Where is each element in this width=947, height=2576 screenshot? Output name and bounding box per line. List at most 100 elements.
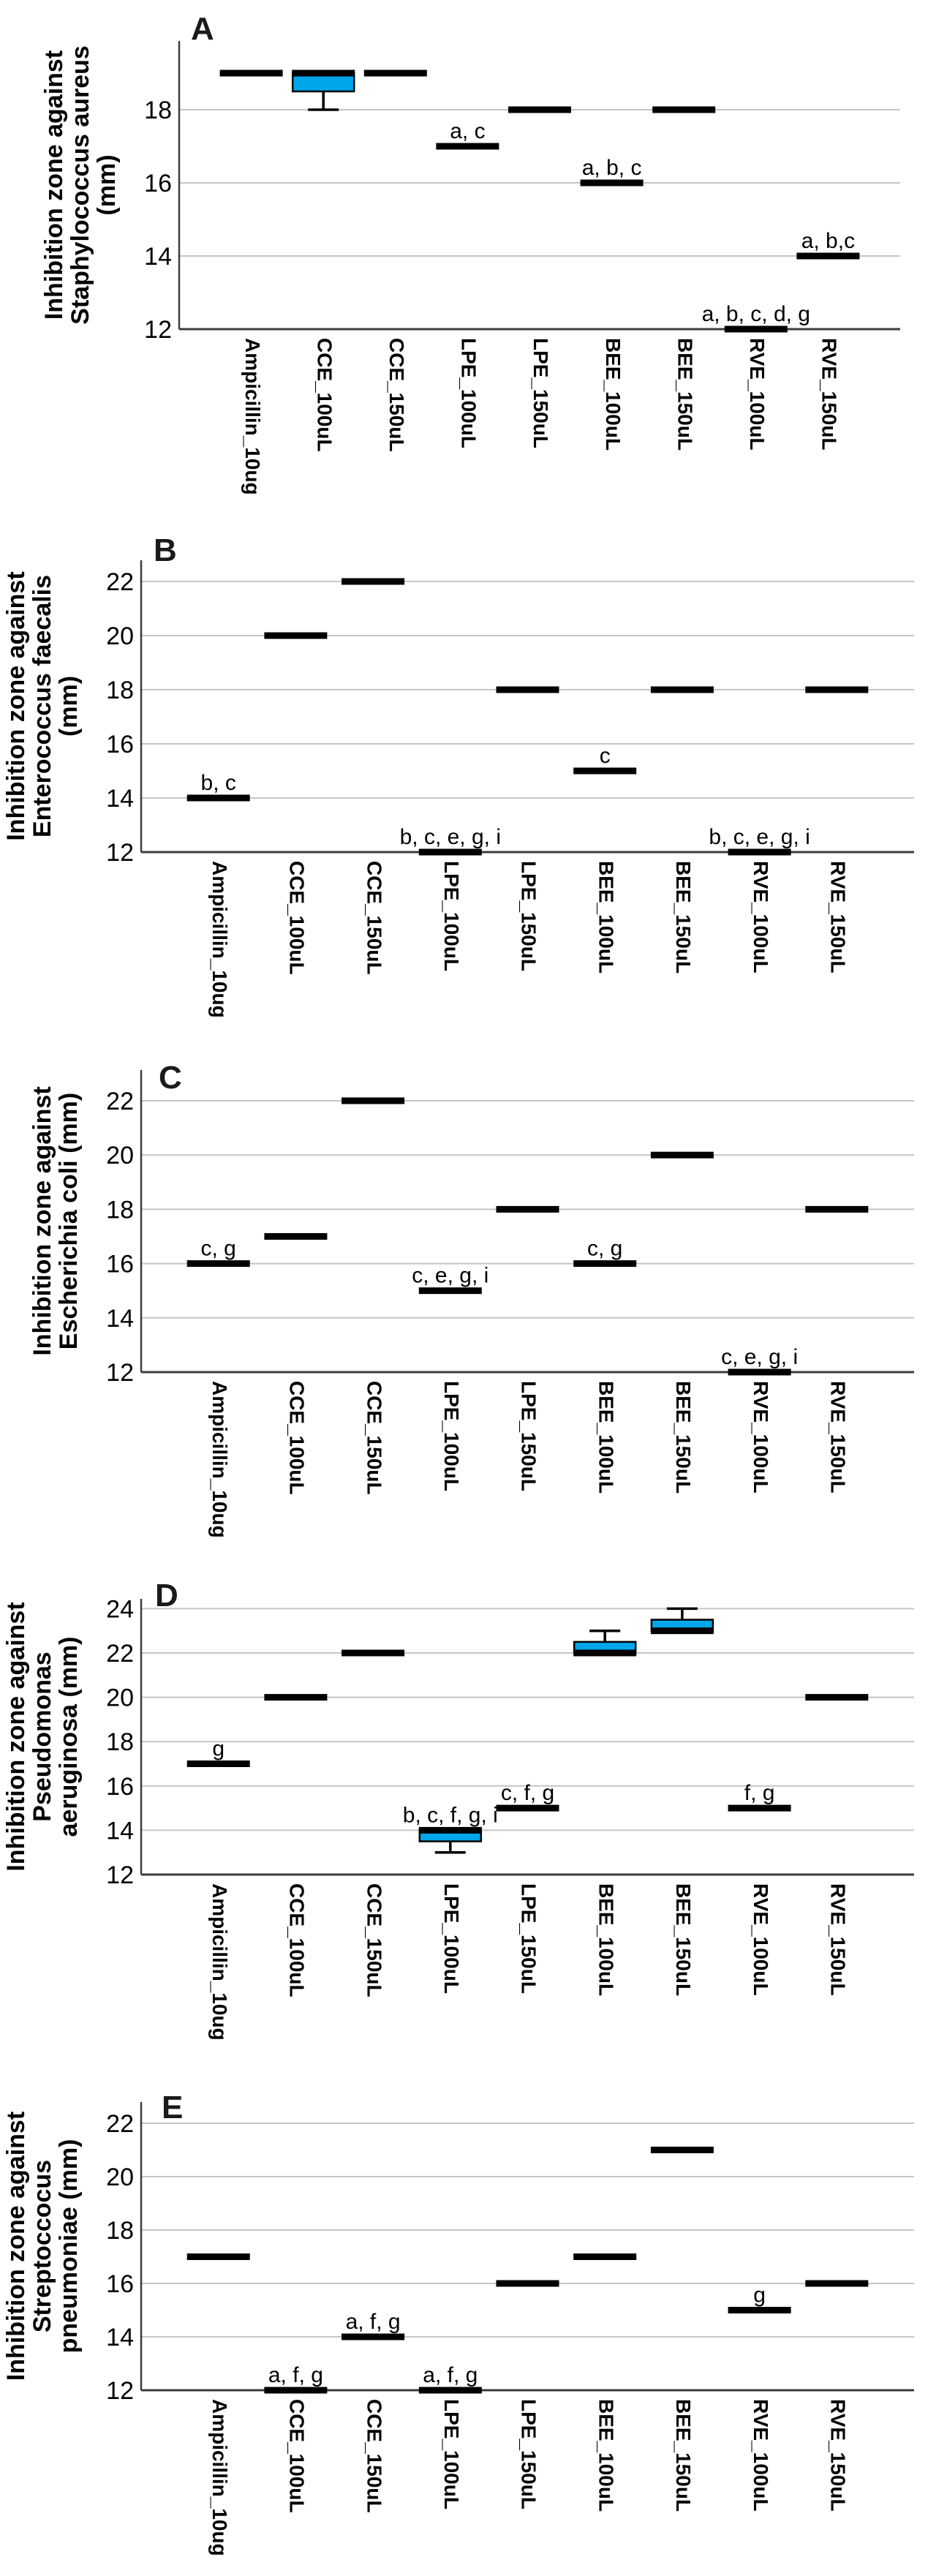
y-axis-title-line: Inhibition zone against	[40, 50, 68, 320]
significance-label: a, b,c	[801, 229, 855, 253]
median-bar	[650, 1151, 714, 1159]
y-tick-label-14: 14	[144, 243, 172, 271]
box-group-CCE_100uL: a, f, g CCE_100uL	[264, 2363, 328, 2513]
y-tick-label-14: 14	[106, 1305, 134, 1333]
box-group-CCE_100uL: CCE_100uL	[291, 69, 355, 452]
significance-label: a, f, g	[423, 2363, 478, 2387]
y-axis-title-line: pneumoniae (mm)	[55, 2139, 83, 2354]
box-group-RVE_150uL: RVE_150uL	[805, 686, 869, 973]
x-category-label: Ampicillin_10ug	[208, 1883, 231, 2041]
significance-label: a, b, c, d, g	[702, 302, 810, 326]
box-group-CCE_100uL: CCE_100uL	[264, 632, 328, 975]
box-group-RVE_100uL: b, c, e, g, i RVE_100uL	[709, 825, 810, 973]
x-category-label: BEE_150uL	[672, 861, 695, 973]
y-tick-label-12: 12	[106, 839, 134, 867]
median-bar	[219, 69, 283, 77]
y-tick-label-16: 16	[144, 170, 172, 197]
panel-B: 12 14 16 18 20 22 B Inhibition zone againstEnte…	[2, 532, 914, 1018]
box-group-BEE_100uL: BEE_100uL	[573, 1629, 637, 1996]
median-bar	[496, 2280, 559, 2287]
median-bar	[580, 179, 644, 187]
x-category-label: BEE_150uL	[672, 1381, 695, 1494]
median-bar	[342, 1097, 405, 1104]
x-category-label: BEE_100uL	[595, 1381, 617, 1494]
significance-label: c	[600, 744, 611, 768]
y-tick-label-16: 16	[106, 1251, 134, 1278]
x-category-label: RVE_150uL	[818, 338, 841, 451]
y-axis-title-line: Inhibition zone against	[2, 571, 30, 840]
y-tick-label-16: 16	[106, 1773, 134, 1801]
significance-label: g	[212, 1737, 225, 1761]
panel-D: 12 14 16 18 20 22 24 D Inhibition zone againstPs…	[2, 1578, 914, 2041]
y-tick-label-12: 12	[106, 2377, 134, 2405]
y-tick-label-18: 18	[106, 1728, 134, 1756]
x-category-label: CCE_100uL	[286, 1381, 309, 1495]
box-group-Ampicillin_10ug: Ampicillin_10ug	[186, 2253, 250, 2556]
x-category-label: BEE_100uL	[595, 1883, 617, 1996]
x-category-label: LPE_100uL	[440, 1883, 463, 1994]
x-category-label: BEE_100uL	[602, 338, 625, 451]
significance-label: c, g	[587, 1237, 622, 1261]
median-bar	[342, 1649, 405, 1657]
box-group-Ampicillin_10ug: Ampicillin_10ug	[219, 69, 283, 495]
median-bar	[728, 2307, 791, 2313]
median-bar	[496, 686, 559, 693]
median-bar	[652, 106, 716, 113]
y-axis-title-line: Enterococcus faecalis	[29, 575, 56, 837]
y-tick-label-12: 12	[106, 1861, 134, 1889]
x-category-label: RVE_100uL	[750, 1883, 772, 1996]
significance-label: c, g	[201, 1237, 236, 1261]
box-group-BEE_100uL: c BEE_100uL	[573, 744, 637, 973]
box-group-CCE_150uL: CCE_150uL	[363, 69, 427, 452]
median-bar	[728, 1368, 791, 1376]
median-bar	[186, 1760, 250, 1767]
y-axis-title-line: Streptoccocus	[29, 2160, 56, 2332]
y-axis-title-line: (mm)	[55, 676, 83, 737]
significance-label: a, c	[450, 119, 485, 143]
median-bar	[805, 686, 869, 693]
median-bar	[805, 1694, 869, 1701]
x-category-label: BEE_150uL	[672, 2399, 695, 2512]
significance-label: b, c, f, g, i	[403, 1803, 498, 1827]
x-category-label: BEE_100uL	[595, 861, 617, 973]
median-bar	[805, 2280, 869, 2287]
significance-label: b, c, e, g, i	[709, 825, 810, 849]
y-tick-label-12: 12	[144, 316, 172, 344]
panel-C: 12 14 16 18 20 22 C Inhibition zone againstEsch…	[29, 1060, 914, 1538]
x-category-label: LPE_150uL	[529, 338, 552, 448]
significance-label: a, b, c	[582, 156, 642, 180]
x-category-label: CCE_150uL	[363, 861, 385, 975]
y-tick-label-14: 14	[106, 785, 134, 813]
box-group-LPE_150uL: LPE_150uL	[496, 2280, 559, 2509]
x-category-label: CCE_150uL	[385, 338, 408, 452]
box-group-BEE_100uL: c, g BEE_100uL	[573, 1237, 637, 1494]
box-group-CCE_100uL: CCE_100uL	[264, 1233, 328, 1495]
y-axis-title-line: Inhibition zone against	[2, 1602, 30, 1871]
y-tick-label-14: 14	[106, 1817, 134, 1845]
y-tick-label-20: 20	[106, 2163, 134, 2191]
y-tick-label-16: 16	[106, 731, 134, 758]
box-group-LPE_150uL: LPE_150uL	[496, 1205, 559, 1491]
box-group-RVE_100uL: f, g RVE_100uL	[728, 1781, 791, 1996]
y-tick-label-24: 24	[106, 1595, 134, 1623]
box-group-LPE_100uL: b, c, e, g, i LPE_100uL	[400, 825, 501, 971]
x-category-label: CCE_100uL	[313, 338, 336, 452]
panel-letter-B: B	[154, 532, 177, 568]
x-category-label: BEE_150uL	[672, 1883, 695, 1996]
median-bar	[508, 106, 571, 113]
median-bar	[363, 69, 427, 77]
y-tick-label-22: 22	[106, 1088, 134, 1115]
median-bar	[805, 1205, 869, 1213]
y-axis-title-line: (mm)	[93, 154, 121, 215]
y-tick-label-20: 20	[106, 1684, 134, 1712]
x-category-label: LPE_150uL	[518, 861, 540, 971]
y-tick-label-18: 18	[106, 677, 134, 704]
y-tick-label-22: 22	[106, 1640, 134, 1668]
median-bar	[418, 2387, 482, 2394]
y-tick-label-18: 18	[144, 97, 172, 124]
x-category-label: Ampicillin_10ug	[208, 2399, 231, 2556]
y-axis-title-line: Inhibition zone against	[29, 1086, 56, 1355]
y-tick-label-20: 20	[106, 1142, 134, 1170]
